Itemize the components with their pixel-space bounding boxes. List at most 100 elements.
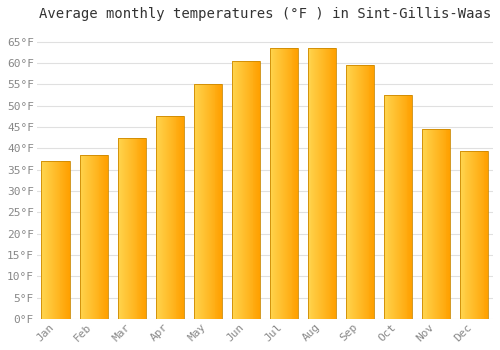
Bar [89,155,90,319]
Bar [234,61,236,319]
Bar [125,138,126,319]
Bar [105,155,106,319]
Bar [247,61,248,319]
Bar [172,117,174,319]
Bar [433,129,434,319]
Bar [49,161,50,319]
Bar [52,161,53,319]
Bar [401,95,402,319]
Bar [444,129,446,319]
Bar [86,155,87,319]
Bar [398,95,399,319]
Bar [127,138,128,319]
Bar [472,150,473,319]
Bar [104,155,105,319]
Bar [473,150,474,319]
Bar [270,48,298,319]
Bar [158,117,160,319]
Bar [474,150,475,319]
Bar [430,129,432,319]
Bar [120,138,122,319]
Bar [354,65,356,319]
Bar [218,84,220,319]
Bar [44,161,46,319]
Bar [406,95,408,319]
Bar [162,117,163,319]
Bar [248,61,250,319]
Bar [285,48,286,319]
Bar [318,48,319,319]
Bar [80,155,82,319]
Bar [410,95,412,319]
Bar [314,48,316,319]
Bar [326,48,327,319]
Bar [320,48,321,319]
Bar [281,48,282,319]
Bar [323,48,324,319]
Bar [232,61,234,319]
Bar [145,138,146,319]
Bar [98,155,100,319]
Bar [62,161,64,319]
Bar [258,61,260,319]
Bar [350,65,352,319]
Bar [361,65,362,319]
Bar [194,84,222,319]
Bar [287,48,288,319]
Bar [206,84,207,319]
Bar [212,84,214,319]
Bar [132,138,133,319]
Bar [143,138,144,319]
Bar [66,161,67,319]
Bar [438,129,439,319]
Bar [250,61,252,319]
Bar [87,155,88,319]
Bar [460,150,488,319]
Bar [462,150,464,319]
Bar [122,138,124,319]
Bar [370,65,372,319]
Bar [368,65,370,319]
Bar [118,138,146,319]
Bar [254,61,256,319]
Bar [170,117,171,319]
Bar [238,61,240,319]
Bar [168,117,169,319]
Bar [402,95,403,319]
Bar [390,95,392,319]
Bar [432,129,433,319]
Bar [396,95,397,319]
Bar [479,150,480,319]
Bar [102,155,104,319]
Bar [422,129,424,319]
Bar [434,129,435,319]
Bar [80,155,108,319]
Bar [123,138,124,319]
Bar [404,95,406,319]
Bar [53,161,54,319]
Bar [282,48,283,319]
Bar [221,84,222,319]
Bar [422,129,423,319]
Bar [132,138,134,319]
Bar [118,138,120,319]
Bar [317,48,318,319]
Bar [279,48,280,319]
Bar [164,117,165,319]
Bar [363,65,364,319]
Bar [210,84,212,319]
Bar [424,129,426,319]
Bar [384,95,412,319]
Bar [136,138,138,319]
Bar [144,138,145,319]
Bar [284,48,285,319]
Bar [171,117,172,319]
Bar [296,48,298,319]
Bar [270,48,272,319]
Bar [252,61,254,319]
Bar [388,95,390,319]
Bar [408,95,410,319]
Bar [478,150,479,319]
Bar [358,65,359,319]
Bar [93,155,94,319]
